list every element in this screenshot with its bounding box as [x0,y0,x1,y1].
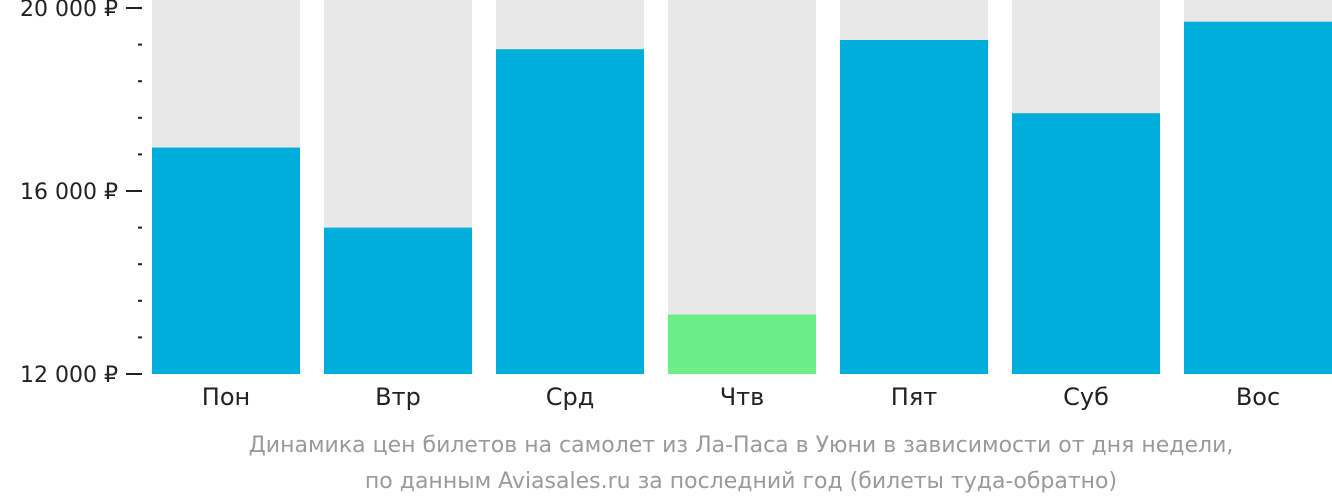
bar-background-3 [668,0,816,374]
x-tick-label-6: Вос [1236,383,1280,411]
x-tick-label-3: Чтв [720,383,765,411]
bar-5 [1012,113,1160,374]
bar-4 [840,40,988,375]
bar-6 [1184,21,1332,374]
chart-caption: Динамика цен билетов на самолет из Ла-Па… [249,433,1234,494]
x-tick-label-0: Пон [202,383,250,411]
bar-2 [496,49,644,375]
y-tick-label-0: 12 000 ₽ [20,363,118,388]
x-axis: Пон Втр Срд Чтв Пят Суб Вос [202,383,1280,411]
y-tick-label-1: 16 000 ₽ [20,180,118,205]
y-axis: 12 000 ₽ 16 000 ₽ 20 000 ₽ [20,0,142,388]
x-tick-label-5: Суб [1063,383,1109,411]
bar-3 [668,314,816,374]
caption-line-1: Динамика цен билетов на самолет из Ла-Па… [249,433,1234,458]
bars [152,21,1332,375]
x-tick-label-2: Срд [546,383,595,411]
bar-1 [324,227,472,374]
caption-line-2: по данным Aviasales.ru за последний год … [365,469,1117,494]
x-tick-label-4: Пят [891,383,937,411]
x-tick-label-1: Втр [375,383,421,411]
y-tick-label-2: 20 000 ₽ [20,0,118,22]
bar-0 [152,147,300,374]
